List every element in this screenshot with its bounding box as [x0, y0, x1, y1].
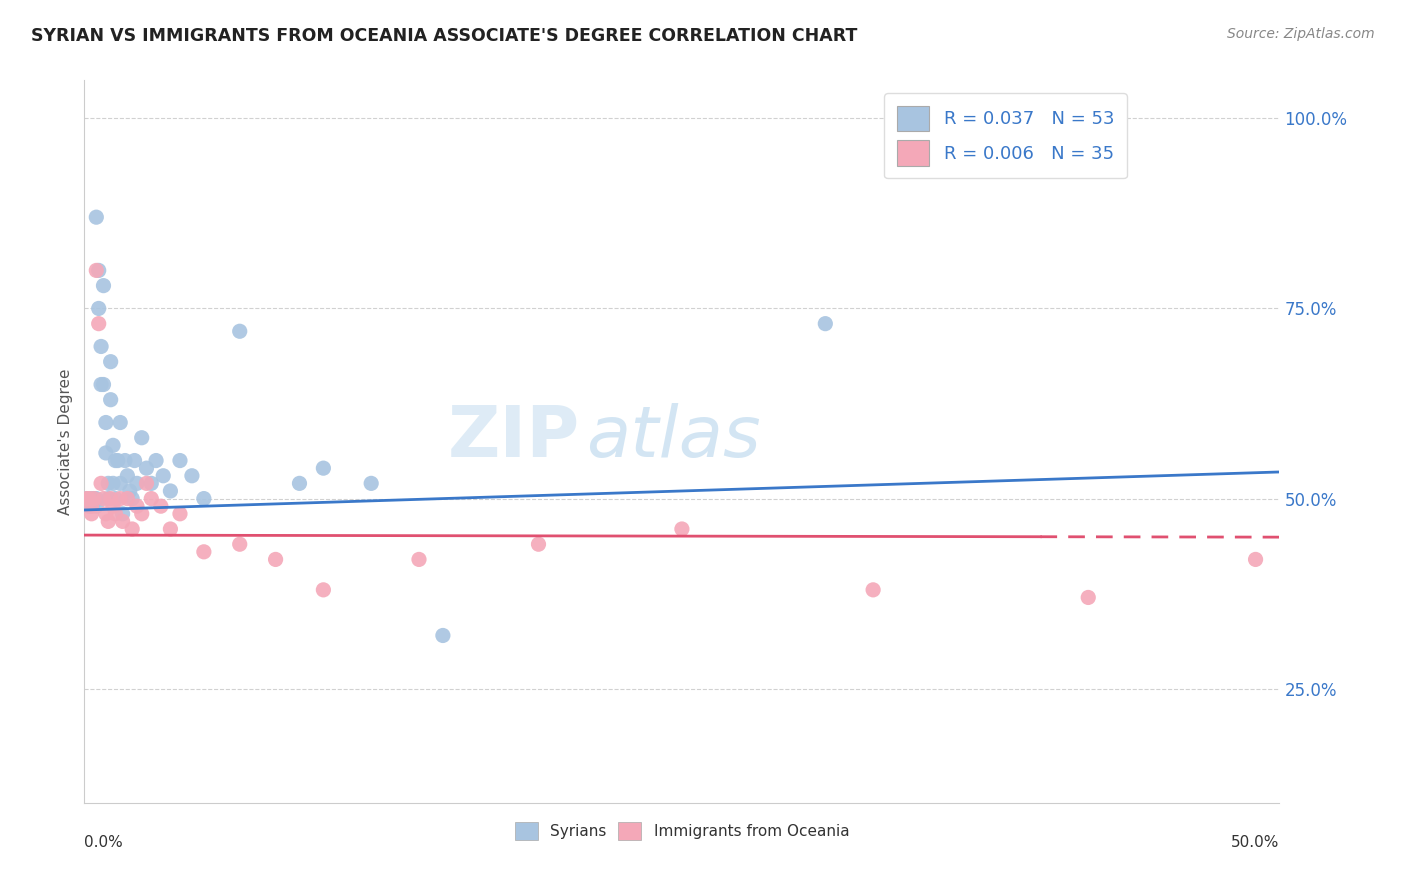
Point	[83, 491, 105, 506]
Point	[229, 324, 252, 338]
Point	[97, 515, 120, 529]
Point	[862, 582, 884, 597]
Point	[1029, 157, 1052, 171]
Point	[80, 491, 103, 506]
Point	[117, 491, 139, 506]
Point	[77, 495, 100, 509]
Point	[110, 476, 132, 491]
Point	[100, 491, 122, 506]
Point	[94, 446, 117, 460]
Point	[432, 628, 454, 642]
Point	[76, 491, 98, 506]
Point	[135, 461, 157, 475]
Point	[100, 392, 122, 407]
Point	[76, 491, 98, 506]
Point	[149, 499, 172, 513]
Point	[169, 453, 191, 467]
Point	[408, 552, 430, 566]
Point	[104, 507, 127, 521]
Point	[131, 431, 153, 445]
Point	[83, 491, 105, 506]
Point	[80, 507, 103, 521]
Point	[77, 491, 100, 506]
Point	[93, 491, 115, 506]
Point	[181, 468, 204, 483]
Point	[110, 416, 132, 430]
Point	[264, 552, 287, 566]
Point	[1077, 591, 1099, 605]
Point	[101, 499, 124, 513]
Point	[104, 491, 127, 506]
Y-axis label: Associate's Degree: Associate's Degree	[58, 368, 73, 515]
Point	[124, 453, 146, 467]
Point	[288, 476, 311, 491]
Point	[80, 495, 103, 509]
Point	[121, 491, 143, 506]
Point	[80, 499, 103, 513]
Point	[114, 453, 136, 467]
Legend: Syrians, Immigrants from Oceania: Syrians, Immigrants from Oceania	[506, 813, 858, 849]
Point	[97, 491, 120, 506]
Point	[312, 461, 335, 475]
Point	[94, 507, 117, 521]
Point	[97, 476, 120, 491]
Text: ZIP: ZIP	[449, 403, 581, 473]
Point	[1244, 552, 1267, 566]
Point	[104, 453, 127, 467]
Point	[87, 301, 110, 316]
Point	[152, 468, 174, 483]
Point	[101, 476, 124, 491]
Point	[86, 263, 108, 277]
Text: atlas: atlas	[586, 403, 761, 473]
Text: 50.0%: 50.0%	[1232, 835, 1279, 850]
Point	[80, 499, 103, 513]
Point	[229, 537, 252, 551]
Point	[90, 377, 112, 392]
Text: Source: ZipAtlas.com: Source: ZipAtlas.com	[1227, 27, 1375, 41]
Point	[671, 522, 693, 536]
Point	[360, 476, 382, 491]
Point	[145, 453, 167, 467]
Point	[107, 453, 129, 467]
Point	[159, 522, 181, 536]
Point	[193, 545, 215, 559]
Point	[141, 491, 163, 506]
Point	[111, 507, 134, 521]
Point	[90, 476, 112, 491]
Point	[83, 495, 105, 509]
Point	[135, 476, 157, 491]
Point	[111, 515, 134, 529]
Point	[87, 317, 110, 331]
Point	[110, 491, 132, 506]
Point	[101, 438, 124, 452]
Text: 0.0%: 0.0%	[84, 835, 124, 850]
Point	[94, 416, 117, 430]
Point	[169, 507, 191, 521]
Point	[121, 522, 143, 536]
Point	[87, 263, 110, 277]
Point	[90, 339, 112, 353]
Point	[125, 499, 148, 513]
Point	[93, 278, 115, 293]
Point	[86, 491, 108, 506]
Point	[86, 499, 108, 513]
Point	[86, 210, 108, 224]
Point	[117, 468, 139, 483]
Point	[131, 507, 153, 521]
Text: SYRIAN VS IMMIGRANTS FROM OCEANIA ASSOCIATE'S DEGREE CORRELATION CHART: SYRIAN VS IMMIGRANTS FROM OCEANIA ASSOCI…	[31, 27, 858, 45]
Point	[77, 499, 100, 513]
Point	[118, 483, 141, 498]
Point	[193, 491, 215, 506]
Point	[141, 476, 163, 491]
Point	[100, 354, 122, 368]
Point	[93, 377, 115, 392]
Point	[814, 317, 837, 331]
Point	[159, 483, 181, 498]
Point	[527, 537, 550, 551]
Point	[125, 476, 148, 491]
Point	[312, 582, 335, 597]
